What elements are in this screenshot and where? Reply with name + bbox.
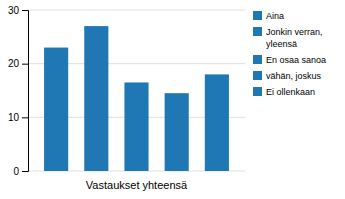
y-tick-label: 20 (8, 58, 20, 69)
bar (165, 93, 189, 171)
legend-label: En osaa sanoa (266, 55, 326, 65)
grid-line (28, 10, 245, 11)
y-tick: 20 (8, 58, 28, 69)
legend: Aina Jonkin verran,yleensä En osaa sanoa vä… (253, 11, 326, 97)
legend-swatch (253, 11, 262, 20)
y-tick-label: 30 (8, 5, 20, 16)
y-tick: 30 (8, 5, 28, 16)
x-axis-title: Vastaukset yhteensä (86, 179, 188, 191)
y-tick-label: 0 (13, 166, 19, 177)
legend-item: Ei ollenkaan (253, 87, 315, 97)
y-tick-mark (22, 117, 28, 118)
y-tick-mark (22, 64, 28, 65)
grid (28, 10, 245, 171)
y-axis: 0 10 20 30 (8, 5, 29, 177)
legend-swatch (253, 55, 262, 64)
legend-label: Aina (266, 11, 284, 21)
legend-label: vähän, joskus (266, 71, 322, 81)
legend-swatch (253, 71, 262, 80)
legend-swatch (253, 27, 262, 36)
bars (44, 26, 229, 171)
bar (84, 26, 108, 171)
legend-swatch (253, 87, 262, 96)
bar (44, 48, 68, 171)
legend-label: Ei ollenkaan (266, 87, 315, 97)
bar (205, 74, 229, 171)
chart: 0 10 20 30 Vastaukset yhteensä Aina Jonkin ver… (0, 0, 345, 199)
y-tick: 0 (13, 166, 28, 177)
legend-item: Aina (253, 11, 284, 21)
y-tick: 10 (8, 112, 28, 123)
legend-label: Jonkin verran,yleensä (266, 27, 323, 49)
bar (124, 82, 148, 171)
y-tick-mark (22, 10, 28, 11)
y-axis-line (22, 11, 29, 172)
plot: 0 10 20 30 (8, 5, 245, 177)
legend-item: Jonkin verran,yleensä (253, 27, 323, 49)
y-tick-mark (22, 171, 28, 172)
legend-item: En osaa sanoa (253, 55, 326, 65)
legend-item: vähän, joskus (253, 71, 322, 81)
y-tick-label: 10 (8, 112, 20, 123)
